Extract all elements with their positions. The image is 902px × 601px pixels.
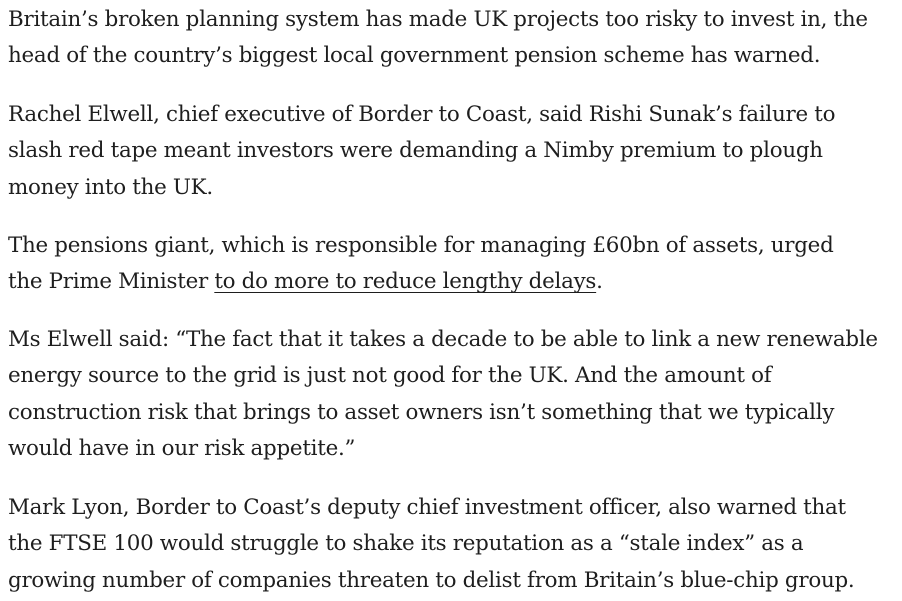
article-paragraph: The pensions giant, which is responsible… [8, 228, 834, 301]
paragraph-line: construction risk that brings to asset o… [8, 399, 835, 425]
paragraph-line: the FTSE 100 would struggle to shake its… [8, 531, 804, 557]
paragraph-line: energy source to the grid is just not go… [8, 363, 772, 389]
article-paragraph: Ms Elwell said: “The fact that it takes … [8, 322, 878, 468]
paragraph-line: growing number of companies threaten to … [8, 567, 855, 593]
paragraph-text: . [596, 269, 603, 295]
paragraph-line: Britain’s broken planning system has mad… [8, 7, 868, 32]
paragraph-line: the Prime Minister to do more to reduce … [8, 264, 834, 300]
article-paragraph: Britain’s broken planning system has mad… [8, 2, 868, 75]
article-paragraph: Rachel Elwell, chief executive of Border… [8, 97, 835, 206]
delays-article-link[interactable]: to do more to reduce lengthy delays [214, 269, 597, 295]
paragraph-line: head of the country’s biggest local gove… [8, 43, 821, 69]
paragraph-line: The pensions giant, which is responsible… [8, 233, 834, 258]
paragraph-line: Ms Elwell said: “The fact that it takes … [8, 327, 878, 352]
paragraph-line: Rachel Elwell, chief executive of Border… [8, 102, 836, 127]
paragraph-text: the Prime Minister [8, 269, 215, 295]
paragraph-line: money into the UK. [8, 174, 213, 200]
paragraph-line: Mark Lyon, Border to Coast’s deputy chie… [8, 495, 846, 520]
article-paragraph: Mark Lyon, Border to Coast’s deputy chie… [8, 490, 855, 599]
paragraph-line: would have in our risk appetite.” [8, 436, 356, 462]
paragraph-line: slash red tape meant investors were dema… [8, 138, 823, 164]
